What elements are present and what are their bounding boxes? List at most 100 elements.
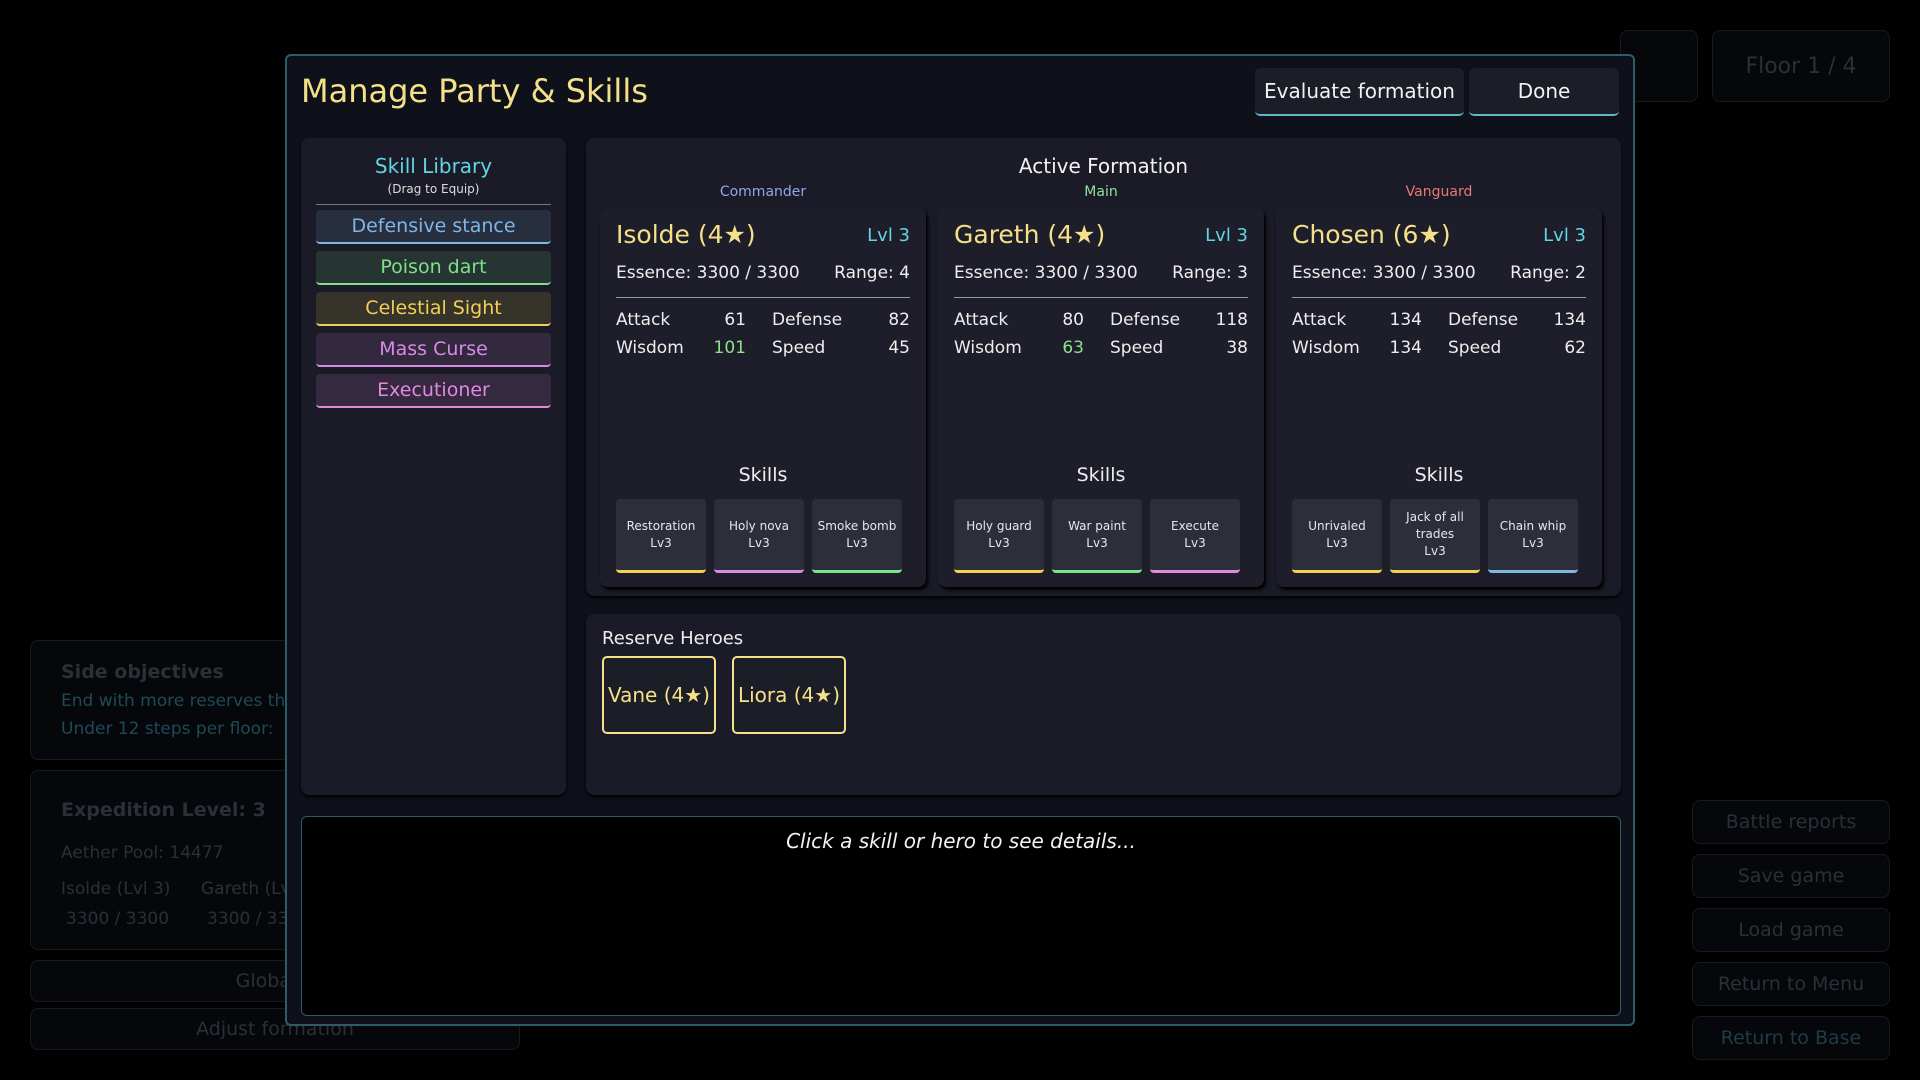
hero-essence: 3300 / 3300 bbox=[66, 909, 170, 929]
skill-level: Lv3 bbox=[1184, 535, 1206, 550]
stat-label: Speed bbox=[772, 338, 826, 358]
floor-indicator: Floor 1 / 4 bbox=[1712, 30, 1890, 102]
details-text: Click a skill or hero to see details... bbox=[786, 829, 1136, 853]
evaluate-button[interactable]: Evaluate formation bbox=[1255, 68, 1464, 116]
skill-slot[interactable]: Restoration Lv3 bbox=[616, 499, 706, 573]
hero-card[interactable]: Gareth (4★) Lvl 3 Essence: 3300 / 3300 Rang… bbox=[938, 208, 1264, 587]
side-objectives-title: Side objectives bbox=[61, 661, 224, 683]
skill-level: Lv3 bbox=[1424, 544, 1446, 558]
reserve-title: Reserve Heroes bbox=[602, 628, 744, 649]
hero-range: Range: 2 bbox=[1510, 263, 1586, 283]
stat-label: Speed bbox=[1448, 338, 1502, 358]
skill-level: Lv3 bbox=[988, 535, 1010, 550]
divider bbox=[954, 297, 1248, 298]
stat-value: 82 bbox=[888, 310, 910, 330]
skill-slot[interactable]: Smoke bomb Lv3 bbox=[812, 499, 902, 573]
reserve-hero[interactable]: Liora (4★) bbox=[732, 656, 846, 734]
stat-value: 134 bbox=[1389, 310, 1422, 330]
hero-level: Lvl 3 bbox=[1543, 225, 1586, 246]
aether-pool: Aether Pool: 14477 bbox=[61, 843, 224, 863]
library-skill[interactable]: Mass Curse bbox=[316, 333, 551, 367]
skill-name: Execute bbox=[1171, 518, 1219, 533]
stat-label: Defense bbox=[1448, 310, 1519, 330]
stat-value: 101 bbox=[713, 338, 746, 358]
role-label: Main bbox=[1084, 184, 1118, 200]
stat-label: Wisdom bbox=[954, 338, 1022, 358]
skill-level: Lv3 bbox=[1326, 535, 1348, 550]
active-formation: Active Formation Commander Isolde (4★) Lvl… bbox=[586, 138, 1621, 596]
stat-value: 134 bbox=[1553, 310, 1586, 330]
reserve-panel: Reserve Heroes Vane (4★) Liora (4★) bbox=[586, 614, 1621, 795]
skill-name: Holy guard bbox=[966, 518, 1032, 533]
menu-button[interactable]: Return to Menu bbox=[1692, 962, 1890, 1006]
done-button[interactable]: Done bbox=[1469, 68, 1619, 116]
modal-title: Manage Party & Skills bbox=[301, 72, 648, 110]
stat-value: 61 bbox=[724, 310, 746, 330]
menu-button[interactable]: Battle reports bbox=[1692, 800, 1890, 844]
divider bbox=[1292, 297, 1586, 298]
modal: Manage Party & Skills Evaluate formation… bbox=[285, 54, 1635, 1026]
role-label: Commander bbox=[719, 184, 807, 200]
stat-value: 62 bbox=[1564, 338, 1586, 358]
skill-name: War paint bbox=[1068, 518, 1126, 533]
skills-title: Skills bbox=[1414, 464, 1464, 486]
details-panel: Click a skill or hero to see details... bbox=[301, 816, 1621, 1016]
skill-level: Lv3 bbox=[1522, 535, 1544, 550]
stat-label: Wisdom bbox=[1292, 338, 1360, 358]
hero-essence: Essence: 3300 / 3300 bbox=[1292, 263, 1476, 283]
objective: Under 12 steps per floor: bbox=[61, 719, 274, 739]
divider bbox=[316, 204, 551, 205]
stat-value: 45 bbox=[888, 338, 910, 358]
stat-value: 38 bbox=[1226, 338, 1248, 358]
skill-slot[interactable]: Jack of all trades Lv3 bbox=[1390, 499, 1480, 573]
skill-slot[interactable]: War paint Lv3 bbox=[1052, 499, 1142, 573]
skill-slot[interactable]: Holy nova Lv3 bbox=[714, 499, 804, 573]
stat-label: Defense bbox=[772, 310, 843, 330]
skill-slot[interactable]: Chain whip Lv3 bbox=[1488, 499, 1578, 573]
hero-level: Lvl 3 bbox=[867, 225, 910, 246]
library-title: Skill Library bbox=[374, 154, 493, 178]
role-label: Vanguard bbox=[1405, 184, 1473, 200]
reserve-hero[interactable]: Vane (4★) bbox=[602, 656, 716, 734]
formation-title: Active Formation bbox=[1018, 154, 1189, 178]
menu-button[interactable]: Save game bbox=[1692, 854, 1890, 898]
hero-card[interactable]: Chosen (6★) Lvl 3 Essence: 3300 / 3300 Rang… bbox=[1276, 208, 1602, 587]
skill-name: Holy nova bbox=[728, 518, 790, 533]
skill-name: Smoke bomb bbox=[817, 518, 897, 533]
hero-name: Gareth (Lv bbox=[201, 879, 291, 899]
hero-range: Range: 3 bbox=[1172, 263, 1248, 283]
skill-level: Lv3 bbox=[846, 535, 868, 550]
hero-name: Gareth (4★) bbox=[954, 220, 1106, 249]
skill-name: Restoration bbox=[626, 518, 696, 533]
library-skill[interactable]: Executioner bbox=[316, 374, 551, 408]
stat-value: 118 bbox=[1215, 310, 1248, 330]
objective: End with more reserves th bbox=[61, 691, 286, 711]
skill-name: Jack of all trades bbox=[1406, 510, 1464, 541]
menu-button[interactable]: Load game bbox=[1692, 908, 1890, 952]
hero-card[interactable]: Isolde (4★) Lvl 3 Essence: 3300 / 3300 Rang… bbox=[600, 208, 926, 587]
skill-slot[interactable]: Execute Lv3 bbox=[1150, 499, 1240, 573]
library-skill[interactable]: Defensive stance bbox=[316, 210, 551, 244]
hero-range: Range: 4 bbox=[834, 263, 910, 283]
stat-label: Wisdom bbox=[616, 338, 684, 358]
skills-title: Skills bbox=[738, 464, 788, 486]
skill-name: Chain whip bbox=[1499, 518, 1567, 533]
divider bbox=[616, 297, 910, 298]
hero-level: Lvl 3 bbox=[1205, 225, 1248, 246]
stat-value: 80 bbox=[1062, 310, 1084, 330]
library-skill[interactable]: Poison dart bbox=[316, 251, 551, 285]
skill-slot[interactable]: Unrivaled Lv3 bbox=[1292, 499, 1382, 573]
stat-label: Attack bbox=[954, 310, 1009, 330]
stat-value: 63 bbox=[1062, 338, 1084, 358]
stat-value: 134 bbox=[1389, 338, 1422, 358]
hero-essence: Essence: 3300 / 3300 bbox=[954, 263, 1138, 283]
hero-essence: 3300 / 33 bbox=[207, 909, 289, 929]
hero-name: Isolde (4★) bbox=[616, 220, 756, 249]
library-skill[interactable]: Celestial Sight bbox=[316, 292, 551, 326]
hero-name: Chosen (6★) bbox=[1292, 220, 1451, 249]
skill-level: Lv3 bbox=[748, 535, 770, 550]
skill-slot[interactable]: Holy guard Lv3 bbox=[954, 499, 1044, 573]
library-subtitle: (Drag to Equip) bbox=[387, 182, 480, 196]
menu-button[interactable]: Return to Base bbox=[1692, 1016, 1890, 1060]
skill-library: Skill Library (Drag to Equip) Defensive … bbox=[301, 138, 566, 795]
